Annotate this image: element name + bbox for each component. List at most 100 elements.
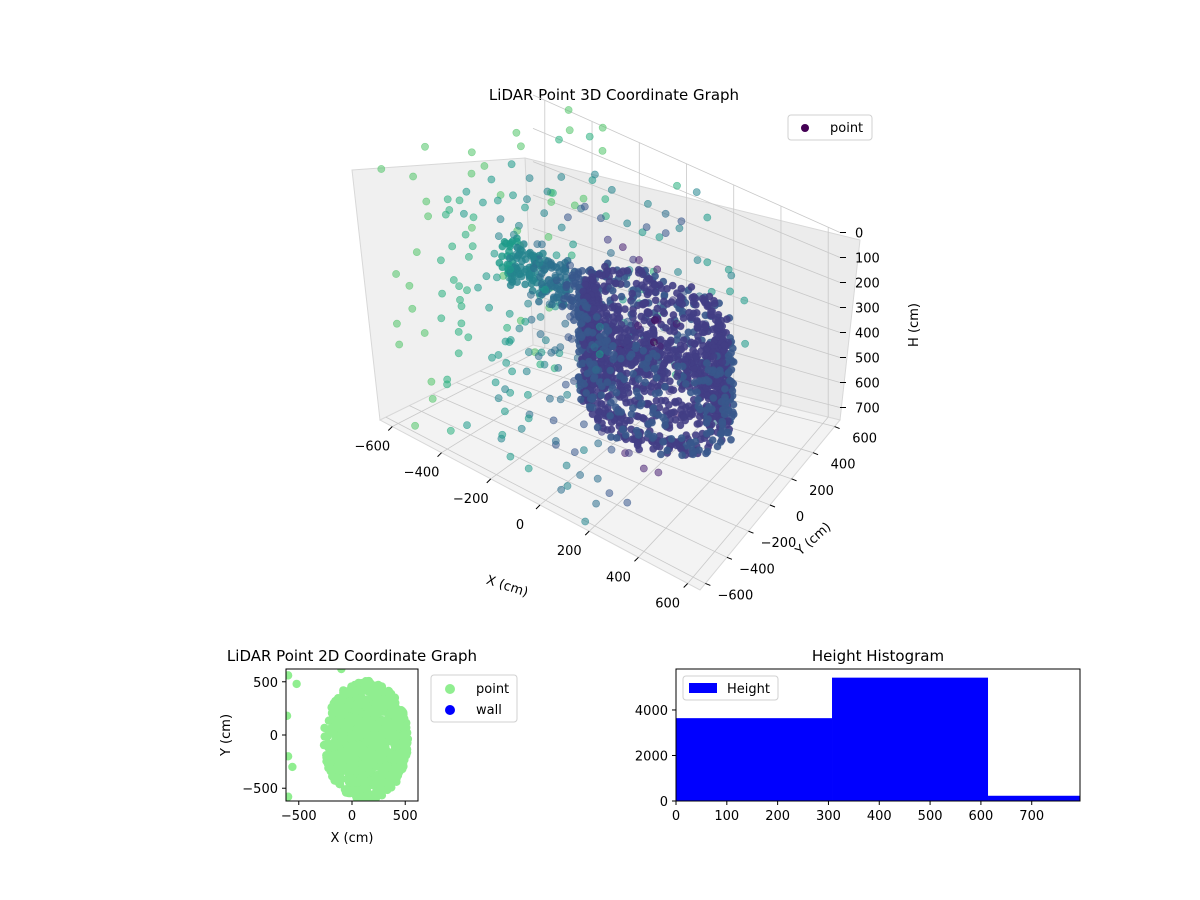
y-tick-mark-3d — [705, 582, 711, 586]
point-3d — [583, 292, 592, 301]
point-3d — [555, 135, 563, 144]
legend-3d-marker — [801, 124, 809, 132]
point-3d — [543, 187, 552, 196]
point-3d — [569, 240, 577, 249]
point-3d — [560, 294, 568, 303]
point-3d — [567, 334, 576, 343]
point-3d — [446, 426, 455, 435]
x-tick-label-3d: −600 — [354, 440, 390, 455]
point-2d — [368, 739, 377, 749]
point-3d — [527, 290, 535, 299]
point-3d — [627, 361, 636, 370]
legend-3d-label: point — [830, 121, 863, 136]
point-3d — [547, 198, 556, 206]
point-3d — [546, 260, 555, 269]
z-tick-label-3d: 100 — [855, 252, 880, 267]
points-3d — [377, 106, 749, 526]
x-tick-label-2d: 0 — [348, 809, 356, 824]
point-3d — [594, 439, 603, 448]
point-3d — [659, 413, 667, 422]
chart-2d-scatter: LiDAR Point 2D Coordinate Graph −500 0 500… — [219, 647, 518, 846]
point-3d — [554, 363, 563, 372]
point-3d — [669, 386, 678, 394]
point-3d — [523, 195, 531, 204]
point-3d — [702, 419, 711, 427]
x-axis-label-2d: X (cm) — [331, 831, 374, 846]
point-3d — [620, 394, 629, 403]
point-3d — [623, 336, 631, 345]
point-3d — [395, 340, 404, 349]
point-3d — [672, 441, 681, 450]
point-3d — [474, 283, 482, 292]
point-3d — [693, 256, 702, 264]
point-2d — [387, 692, 397, 701]
point-3d — [501, 385, 509, 394]
x-tick-mark-3d — [584, 530, 590, 536]
point-3d — [609, 313, 617, 321]
z-tick-label-3d: 500 — [855, 352, 880, 367]
point-3d — [443, 375, 452, 384]
y-tick-mark-3d — [812, 452, 819, 456]
point-3d — [593, 474, 602, 483]
point-3d — [676, 421, 685, 430]
point-3d — [679, 413, 688, 422]
point-3d — [700, 351, 709, 360]
point-2d — [324, 743, 333, 752]
point-3d — [677, 217, 686, 226]
point-2d — [389, 755, 398, 765]
point-3d — [517, 272, 526, 281]
point-2d — [286, 792, 293, 801]
point-3d — [540, 360, 549, 369]
point-3d — [536, 313, 545, 321]
point-2d — [373, 693, 382, 703]
point-3d — [632, 387, 641, 396]
point-3d — [681, 379, 690, 388]
point-3d — [667, 434, 676, 443]
point-3d — [690, 292, 698, 301]
point-3d — [604, 326, 613, 335]
point-2d — [380, 717, 389, 726]
point-3d — [580, 446, 588, 454]
point-3d — [718, 406, 727, 414]
point-3d — [725, 376, 734, 385]
z-tick-label-3d: 200 — [855, 277, 880, 292]
point-3d — [493, 196, 502, 205]
point-2d — [363, 763, 373, 773]
point-3d — [718, 358, 727, 366]
y-tick-label-3d: 600 — [852, 432, 877, 447]
point-2d — [377, 791, 387, 800]
point-3d — [582, 389, 591, 397]
point-2d — [399, 734, 408, 743]
point-3d — [457, 302, 466, 311]
point-3d — [445, 206, 454, 214]
histogram-bar — [676, 718, 833, 801]
x-axis-ticks-2d: −500 0 500 — [281, 801, 418, 824]
y-tick-label-2d: −500 — [242, 782, 278, 797]
point-3d — [515, 221, 523, 230]
point-3d — [485, 303, 493, 312]
point-2d — [330, 765, 340, 774]
point-2d — [320, 723, 329, 733]
point-2d — [390, 734, 399, 743]
point-3d — [505, 309, 514, 318]
point-3d — [588, 328, 597, 337]
point-3d — [601, 195, 610, 203]
legend-histogram: Height — [682, 675, 779, 701]
point-3d — [566, 312, 574, 321]
point-3d — [597, 391, 606, 399]
histogram-title: Height Histogram — [812, 647, 944, 665]
point-3d — [670, 327, 679, 336]
point-3d — [631, 344, 640, 353]
point-3d — [593, 414, 602, 423]
point-3d — [540, 209, 549, 217]
point-3d — [511, 250, 520, 259]
legend-histogram-label: Height — [727, 682, 770, 697]
point-3d — [438, 289, 446, 298]
x-tick-label-3d: 400 — [606, 570, 631, 585]
point-3d — [634, 375, 643, 383]
point-3d — [603, 336, 612, 345]
point-3d — [654, 468, 663, 477]
point-2d — [361, 757, 371, 766]
y-axis-ticks-3d: −600 −400 −200 0 200 400 600 — [705, 426, 877, 603]
point-3d — [436, 256, 445, 265]
